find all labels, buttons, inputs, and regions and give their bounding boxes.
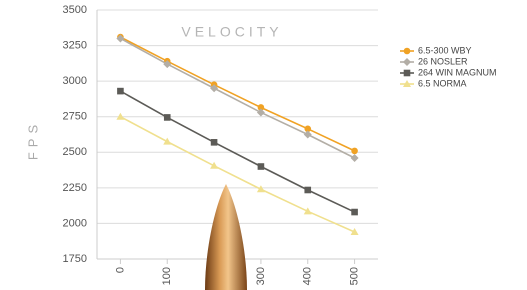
y-axis-label: FPS [25,120,40,160]
marker [257,185,265,192]
series-line [120,91,354,212]
y-tick-label: 3500 [63,4,87,16]
legend-label: 6.5-300 WBY [418,45,472,55]
marker [211,139,218,146]
y-tick-label: 2250 [63,182,87,194]
chart: 1750200022502500275030003250350001002003… [0,0,527,290]
marker [163,138,171,145]
page: 1750200022502500275030003250350001002003… [0,0,527,290]
legend-label: 6.5 NORMA [418,78,467,88]
series-line [120,38,354,158]
marker [351,148,358,155]
series-line [120,37,354,151]
y-tick-label: 1750 [63,253,87,265]
legend-label: 26 NOSLER [418,56,468,66]
legend-marker [404,48,411,55]
x-tick-label: 400 [302,267,314,285]
marker [304,187,311,194]
chart-title: VELOCITY [181,24,282,40]
marker [351,209,358,216]
marker [117,88,124,95]
marker [351,154,359,162]
y-tick-label: 2750 [63,111,87,123]
y-tick-label: 3250 [63,39,87,51]
marker [164,114,171,121]
marker [258,163,265,170]
y-tick-label: 3000 [63,75,87,87]
y-tick-label: 2500 [63,146,87,158]
x-tick-label: 300 [255,267,267,285]
legend-marker [404,70,411,77]
x-tick-label: 500 [348,267,360,285]
bullet-image [205,184,247,290]
marker [257,108,265,116]
x-tick-label: 100 [161,267,173,285]
x-tick-label: 0 [114,267,126,273]
marker [210,162,218,169]
y-tick-label: 2000 [63,217,87,229]
marker [304,131,312,139]
legend-marker [403,58,411,66]
legend-label: 264 WIN MAGNUM [418,67,497,77]
